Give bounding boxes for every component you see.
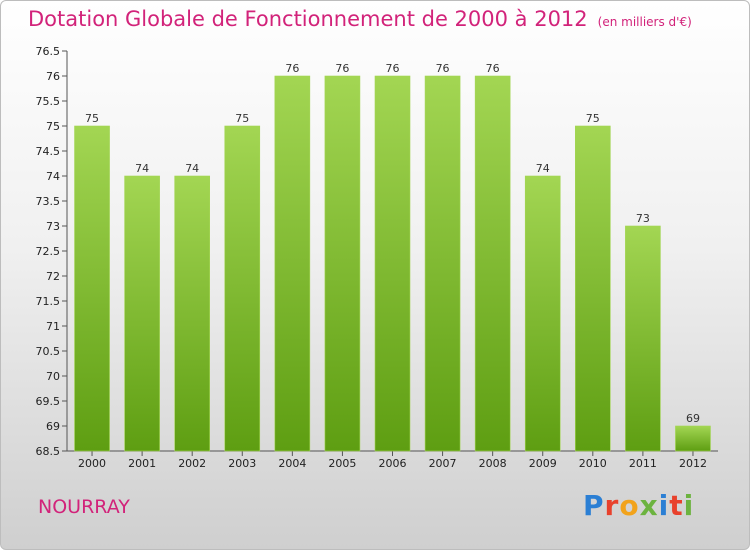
value-label-2000: 75 — [85, 112, 99, 125]
bar-2005[interactable] — [324, 75, 361, 452]
y-tick-label: 75 — [46, 120, 60, 133]
bar-2003[interactable] — [224, 125, 261, 452]
logo-letter: i — [658, 489, 670, 522]
value-label-2004: 76 — [285, 62, 299, 75]
y-tick-label: 69 — [46, 420, 60, 433]
y-tick-label: 72.5 — [36, 245, 61, 258]
value-label-2009: 74 — [536, 162, 550, 175]
bar-2008[interactable] — [474, 75, 511, 452]
x-tick-label: 2011 — [629, 457, 657, 470]
bar-2002[interactable] — [174, 175, 210, 452]
bar-2009[interactable] — [524, 175, 561, 452]
logo-letter: r — [604, 489, 620, 522]
logo-letter: P — [583, 489, 605, 522]
bar-2011[interactable] — [625, 225, 661, 452]
value-label-2005: 76 — [335, 62, 349, 75]
bar-2010[interactable] — [575, 125, 611, 452]
value-label-2011: 73 — [636, 212, 650, 225]
y-tick-label: 75.5 — [36, 95, 61, 108]
bars — [74, 75, 711, 452]
x-tick-label: 2004 — [278, 457, 306, 470]
title-text: Dotation Globale de Fonctionnement de 20… — [28, 7, 588, 31]
x-tick-label: 2001 — [128, 457, 156, 470]
y-tick-label: 72 — [46, 270, 60, 283]
x-tick-label: 2006 — [379, 457, 407, 470]
y-tick-label: 68.5 — [36, 445, 61, 458]
y-tick-label: 73 — [46, 220, 60, 233]
bar-2000[interactable] — [74, 125, 110, 452]
x-tick-label: 2000 — [78, 457, 106, 470]
y-tick-label: 76.5 — [36, 45, 61, 58]
x-tick-label: 2005 — [328, 457, 356, 470]
logo-letter: t — [669, 489, 684, 522]
x-tick-label: 2010 — [579, 457, 607, 470]
y-tick-label: 74.5 — [36, 145, 61, 158]
value-label-2006: 76 — [386, 62, 400, 75]
value-labels: 75 74 74 75 76 76 76 76 76 74 75 73 69 — [85, 62, 700, 425]
value-label-2008: 76 — [486, 62, 500, 75]
x-tick-label: 2003 — [228, 457, 256, 470]
x-tick-label: 2008 — [479, 457, 507, 470]
y-axis: 68.5 69 69.5 70 70.5 71 71.5 72 72.5 73 73.5 74 74.5… — [36, 45, 68, 458]
value-label-2007: 76 — [436, 62, 450, 75]
x-tick-label: 2007 — [429, 457, 457, 470]
bar-2012[interactable] — [675, 425, 711, 452]
y-tick-label: 71 — [46, 320, 60, 333]
bar-2007[interactable] — [424, 75, 461, 452]
unit-label: (en milliers d'€) — [597, 15, 692, 29]
y-tick-label: 76 — [46, 70, 60, 83]
commune-name: NOURRAY — [38, 496, 130, 518]
y-tick-label: 71.5 — [36, 295, 61, 308]
y-tick-label: 74 — [46, 170, 60, 183]
value-label-2002: 74 — [185, 162, 199, 175]
value-label-2012: 69 — [686, 412, 700, 425]
logo-letter: i — [683, 489, 695, 522]
chart-title: Dotation Globale de Fonctionnement de 20… — [28, 7, 692, 31]
logo-letter: o — [619, 489, 640, 522]
value-label-2010: 75 — [586, 112, 600, 125]
y-tick-label: 70.5 — [36, 345, 61, 358]
bar-2006[interactable] — [374, 75, 411, 452]
x-axis: 2000 2001 2002 2003 2004 2005 2006 2007 2008 2009… — [67, 450, 718, 470]
bar-2001[interactable] — [124, 175, 160, 452]
value-label-2003: 75 — [235, 112, 249, 125]
logo-letter: x — [639, 489, 659, 522]
y-tick-label: 69.5 — [36, 395, 61, 408]
x-tick-label: 2009 — [529, 457, 557, 470]
x-tick-label: 2012 — [679, 457, 707, 470]
x-tick-label: 2002 — [178, 457, 206, 470]
y-tick-label: 70 — [46, 370, 60, 383]
proxiti-logo[interactable]: Proxiti — [583, 489, 694, 522]
y-tick-label: 73.5 — [36, 195, 61, 208]
value-label-2001: 74 — [135, 162, 149, 175]
bar-2004[interactable] — [274, 75, 311, 452]
